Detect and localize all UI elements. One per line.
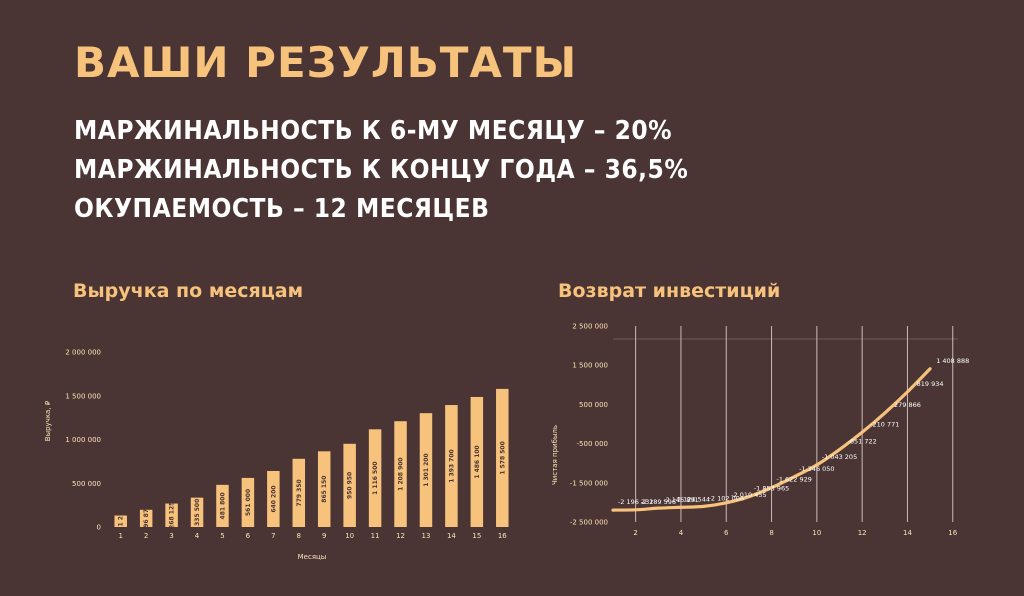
point-value-label: -1 346 050 [799,465,834,473]
point-value-label: -2 196 232 [618,498,653,506]
y-tick-label: 2 000 000 [65,349,101,357]
revenue-bar [368,429,382,527]
bar-value-label: 865 150 [321,476,328,503]
revenue-bar [343,443,356,527]
y-tick-label: 0 [97,524,101,532]
bar-value-label: 640 200 [270,485,277,512]
revenue-bar [165,503,178,527]
bar-value-label: 481 800 [219,492,226,519]
revenue-bar [190,497,204,527]
y-axis-title: Выручка, ₽ [44,400,52,441]
point-value-label: -210 771 [870,420,899,428]
x-tick-label: 9 [322,532,326,540]
x-tick-label: 10 [345,532,354,540]
y-tick-label: 500 000 [72,480,101,488]
bar-value-label: 1 393 700 [448,449,455,482]
bar-value-label: 1 578 500 [499,441,506,474]
point-value-label: 819 934 [917,380,944,388]
x-tick-label: 6 [246,532,251,540]
point-value-label: -1 622 929 [776,476,811,484]
x-tick-label: 14 [447,532,456,540]
revenue-chart-title: Выручка по месяцам [73,280,304,302]
bar-value-label: 335 500 [194,499,201,526]
revenue-bar [241,477,255,527]
revenue-bar [114,515,127,527]
point-value-label: -1 043 205 [822,453,857,461]
revenue-bar [292,458,306,527]
x-tick-label: 16 [948,529,957,537]
point-value-label: 279 866 [894,401,921,409]
point-value-label: -2 124 544 [675,495,710,503]
x-tick-label: 2 [633,529,637,537]
revenue-bar [419,413,433,527]
x-tick-label: 8 [769,529,773,537]
x-tick-label: 2 [144,532,148,540]
x-tick-label: 3 [169,532,173,540]
x-tick-label: 16 [498,532,507,540]
y-tick-label: 2 500 000 [572,323,608,331]
x-tick-label: 4 [679,529,684,537]
stat-margin-year-end: МАРЖИНАЛЬНОСТЬ К КОНЦУ ГОДА – 36,5% [74,155,689,185]
bar-value-label: 1 301 200 [423,453,430,486]
x-tick-label: 13 [422,532,431,540]
x-tick-label: 15 [472,532,481,540]
point-value-label: -2 189 596 [641,498,676,506]
y-tick-label: -1 500 000 [570,479,608,487]
x-tick-label: 14 [903,529,912,537]
y-tick-label: 1 500 000 [572,362,608,370]
x-axis-title: Месяцы [298,553,327,561]
x-tick-label: 4 [195,532,200,540]
y-tick-label: -500 000 [577,440,608,448]
revenue-bar [445,405,458,527]
bar-value-label: 1 208 900 [398,457,405,490]
point-value-label: -1 853 965 [754,485,789,493]
net-profit-line [611,367,932,512]
y-axis-title: Чистая прибыль [551,425,559,485]
bar-value-label: 268 125 [169,502,176,529]
point-value-label: 1 408 888 [936,357,969,365]
bar-value-label: 950 950 [347,472,354,499]
y-tick-label: 1 000 000 [65,436,101,444]
results-summary: МАРЖИНАЛЬНОСТЬ К 6-МУ МЕСЯЦУ – 20% МАРЖИ… [74,112,688,229]
x-tick-label: 8 [297,532,301,540]
revenue-bar [394,421,407,527]
bar-value-label: 1 116 500 [372,461,379,494]
bar-value-label: 196 875 [143,505,150,532]
x-tick-label: 1 [118,532,122,540]
revenue-bar [317,451,331,527]
y-tick-label: 500 000 [579,401,608,409]
x-tick-label: 10 [812,529,821,537]
point-value-label: -2 102 006 [709,494,744,502]
x-tick-label: 11 [371,532,380,540]
bar-value-label: 779 350 [296,479,303,506]
revenue-bar [267,470,280,527]
x-tick-label: 12 [858,529,867,537]
point-value-label: -2 010 455 [731,491,766,499]
x-tick-label: 12 [396,532,405,540]
point-value-label: -651 722 [848,438,877,446]
revenue-bar [470,396,484,527]
roi-chart-title: Возврат инвестиций [558,280,781,302]
x-tick-label: 6 [724,529,729,537]
x-tick-label: 5 [220,532,224,540]
bar-value-label: 131 250 [118,508,125,535]
revenue-bar [496,388,509,527]
point-value-label: -2 146 891 [663,496,698,504]
bar-value-label: 1 486 100 [474,445,481,478]
page-title: ВАШИ РЕЗУЛЬТАТЫ [74,38,578,87]
stat-payback: ОКУПАЕМОСТЬ – 12 МЕСЯЦЕВ [74,194,490,224]
revenue-bar [139,509,153,527]
revenue-bar [216,484,229,527]
y-tick-label: -2 500 000 [570,519,608,527]
y-tick-label: 1 500 000 [65,392,101,400]
x-tick-label: 7 [271,532,275,540]
stat-margin-6-month: МАРЖИНАЛЬНОСТЬ К 6-МУ МЕСЯЦУ – 20% [74,116,673,146]
bar-value-label: 561 000 [245,489,252,516]
